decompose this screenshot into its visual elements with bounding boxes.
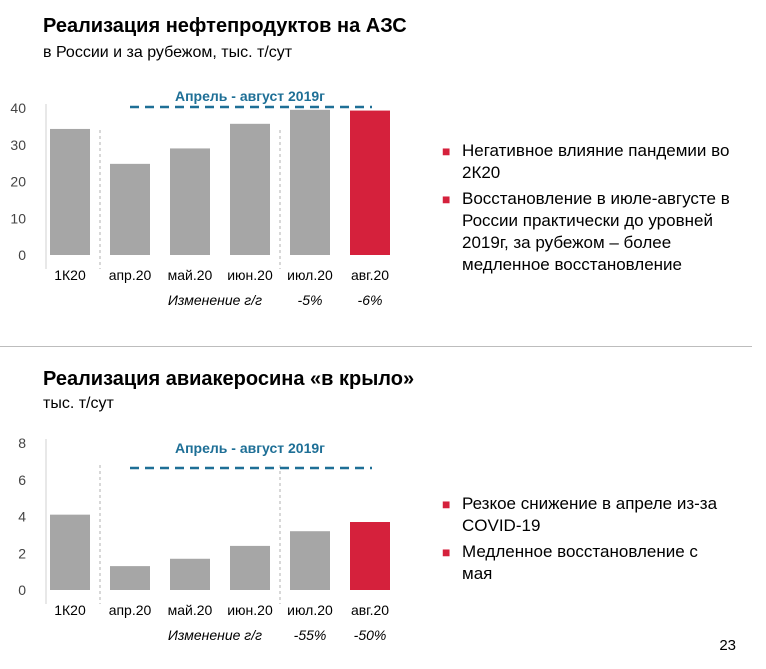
bullet-item: ■ Восстановление в июле-августе в России … — [442, 188, 752, 276]
category-label: авг.20 — [351, 267, 389, 283]
category-label: июн.20 — [227, 267, 273, 283]
bar — [50, 514, 90, 590]
reference-label: Апрель - август 2019г — [175, 88, 325, 104]
y-tick-label: 2 — [18, 545, 26, 561]
bar — [110, 163, 150, 255]
y-tick-label: 4 — [18, 509, 26, 525]
bar — [50, 128, 90, 255]
bar — [350, 522, 390, 590]
category-label: июл.20 — [287, 267, 333, 283]
category-label: июл.20 — [287, 602, 333, 618]
bullet-text: Медленное восстановление с мая — [462, 542, 698, 583]
chart1-title: Реализация нефтепродуктов на АЗС — [43, 15, 407, 37]
bullet-marker-icon: ■ — [442, 143, 451, 159]
bar — [350, 110, 390, 255]
chart1-bullets: ■ Негативное влияние пандемии во 2К20 ■ Во… — [442, 140, 752, 280]
bar — [290, 531, 330, 590]
category-label: май.20 — [168, 267, 213, 283]
category-label: авг.20 — [351, 602, 389, 618]
change-value: -6% — [358, 292, 383, 308]
y-tick-label: 0 — [18, 247, 26, 263]
reference-label: Апрель - август 2019г — [175, 440, 325, 456]
bullet-marker-icon: ■ — [442, 544, 451, 560]
bar — [170, 148, 210, 255]
y-tick-label: 10 — [10, 210, 26, 226]
section-divider — [0, 346, 752, 347]
y-tick-label: 40 — [10, 100, 26, 116]
change-value: -55% — [294, 627, 327, 643]
bullet-text: Восстановление в июле-августе в России п… — [462, 189, 730, 274]
bar — [290, 109, 330, 256]
chart2-svg: 0 2 4 6 8 Апрель - август 2019г 1К20 апр.20 май.… — [18, 435, 390, 643]
y-tick-label: 20 — [10, 174, 26, 190]
chart1-svg: 0 10 20 30 40 Апрель - август 2019г 1К20 апр.20… — [10, 88, 390, 308]
category-label: май.20 — [168, 602, 213, 618]
category-label: апр.20 — [109, 267, 152, 283]
change-value: -5% — [298, 292, 323, 308]
bar — [230, 545, 270, 590]
chart2-bullets: ■ Резкое снижение в апреле из-за COVID-19… — [442, 493, 732, 589]
chart2-title: Реализация авиакеросина «в крыло» — [43, 368, 415, 390]
chart1-subtitle: в России и за рубежом, тыс. т/сут — [43, 44, 293, 61]
change-label: Изменение г/г — [168, 627, 262, 643]
bar — [110, 566, 150, 590]
bar — [170, 558, 210, 590]
change-label: Изменение г/г — [168, 292, 262, 308]
category-label: апр.20 — [109, 602, 152, 618]
bullet-text: Негативное влияние пандемии во 2К20 — [462, 141, 730, 182]
chart2-subtitle: тыс. т/сут — [43, 395, 114, 412]
bullet-text: Резкое снижение в апреле из-за COVID-19 — [462, 494, 718, 535]
y-tick-label: 30 — [10, 137, 26, 153]
y-tick-label: 8 — [18, 435, 26, 451]
bullet-item: ■ Негативное влияние пандемии во 2К20 — [442, 140, 752, 184]
bar — [230, 123, 270, 256]
y-tick-label: 0 — [18, 582, 26, 598]
category-label: 1К20 — [54, 602, 86, 618]
category-label: июн.20 — [227, 602, 273, 618]
change-value: -50% — [354, 627, 387, 643]
bullet-item: ■ Резкое снижение в апреле из-за COVID-19 — [442, 493, 732, 537]
bullet-item: ■ Медленное восстановление с мая — [442, 541, 732, 585]
bullet-marker-icon: ■ — [442, 191, 451, 207]
category-label: 1К20 — [54, 267, 86, 283]
y-tick-label: 6 — [18, 472, 26, 488]
page-number: 23 — [719, 637, 736, 654]
bullet-marker-icon: ■ — [442, 496, 451, 512]
